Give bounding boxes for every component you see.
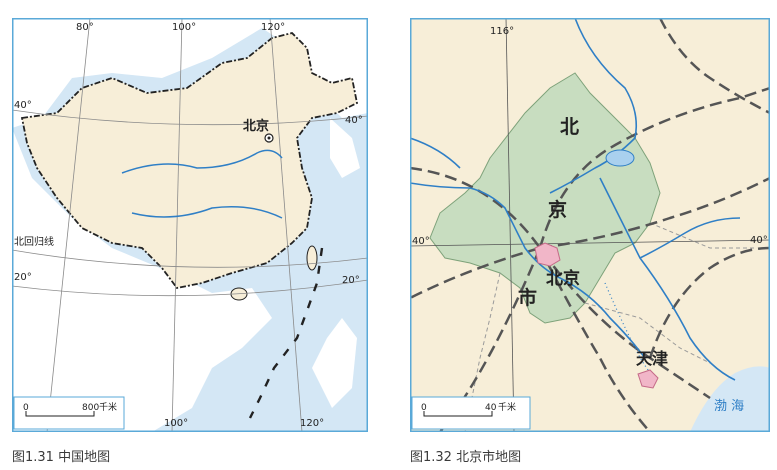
beijing-label: 北京 — [243, 118, 269, 134]
yellow-river — [121, 149, 283, 174]
beijing-map-panel: 116° 40° 40° 北 京 市 北京 天津 渤 海 0 40 千米 — [409, 17, 771, 433]
map-frame — [12, 18, 368, 432]
rivers — [409, 17, 741, 381]
municipality-char-bei: 北 — [560, 116, 579, 138]
scale-unit: 千米 — [498, 401, 516, 413]
tianjin-label: 天津 — [636, 349, 668, 368]
scale-distance: 40 — [485, 403, 497, 413]
district-lines — [464, 222, 755, 433]
left-caption: 图1.31 中国地图 — [12, 450, 111, 465]
korea-japan — [330, 118, 360, 178]
reservoir — [605, 149, 635, 167]
scale-box — [13, 396, 125, 430]
beijing-city-area — [534, 242, 561, 267]
tianjin-city-area — [637, 369, 659, 389]
beijing-city-label: 北京 — [546, 268, 580, 289]
lon-label-116: 116° — [490, 26, 514, 37]
scale-unit: 千米 — [99, 401, 117, 413]
lat-label-40-left: 40° — [412, 236, 430, 247]
bohai-label: 渤 海 — [714, 398, 744, 414]
scale-bar — [25, 411, 95, 417]
beijing-map: 116° 40° 40° 北 京 市 北京 天津 渤 海 0 40 千米 — [409, 17, 771, 433]
china-map-panel: 80° 100° 120° 100° 120° 40° 40° 20° 20° … — [11, 17, 369, 433]
taiwan — [306, 245, 318, 271]
municipality-char-shi: 市 — [518, 286, 537, 309]
china-territory — [20, 32, 359, 289]
scale-zero: 0 — [23, 403, 29, 413]
lon-label-120-bottom: 120° — [300, 418, 324, 429]
tropic-of-cancer-label: 北回归线 — [14, 235, 54, 248]
lat-label-40-right: 40° — [750, 235, 768, 246]
grand-canal — [604, 282, 656, 379]
bohai-sea — [690, 366, 770, 432]
beijing-municipality — [429, 72, 661, 324]
scale-box — [411, 396, 531, 430]
northern-neighbours — [12, 18, 368, 128]
graticule — [409, 17, 771, 433]
lat-label-20-left: 20° — [14, 272, 32, 283]
maritime-boundary — [248, 247, 324, 419]
map-frame — [410, 18, 770, 432]
lon-label-120: 120° — [261, 22, 285, 33]
municipality-char-jing: 京 — [548, 198, 567, 221]
yangtze-river — [131, 206, 283, 219]
china-map: 80° 100° 120° 100° 120° 40° 40° 20° 20° … — [11, 17, 369, 433]
lon-label-100: 100° — [172, 22, 196, 33]
scale-bar — [423, 411, 493, 417]
lon-label-80: 80° — [76, 22, 94, 33]
southern-neighbours — [12, 128, 272, 432]
graticule — [11, 17, 369, 433]
right-caption: 图1.32 北京市地图 — [410, 450, 522, 465]
lat-label-40-right: 40° — [345, 115, 363, 126]
lon-label-100-bottom: 100° — [164, 418, 188, 429]
scale-zero: 0 — [421, 403, 427, 413]
lat-label-40-left: 40° — [14, 100, 32, 111]
philippines — [312, 318, 357, 408]
beijing-marker-dot — [267, 136, 271, 140]
scale-distance: 800 — [82, 403, 99, 413]
lat-label-20-right: 20° — [342, 275, 360, 286]
